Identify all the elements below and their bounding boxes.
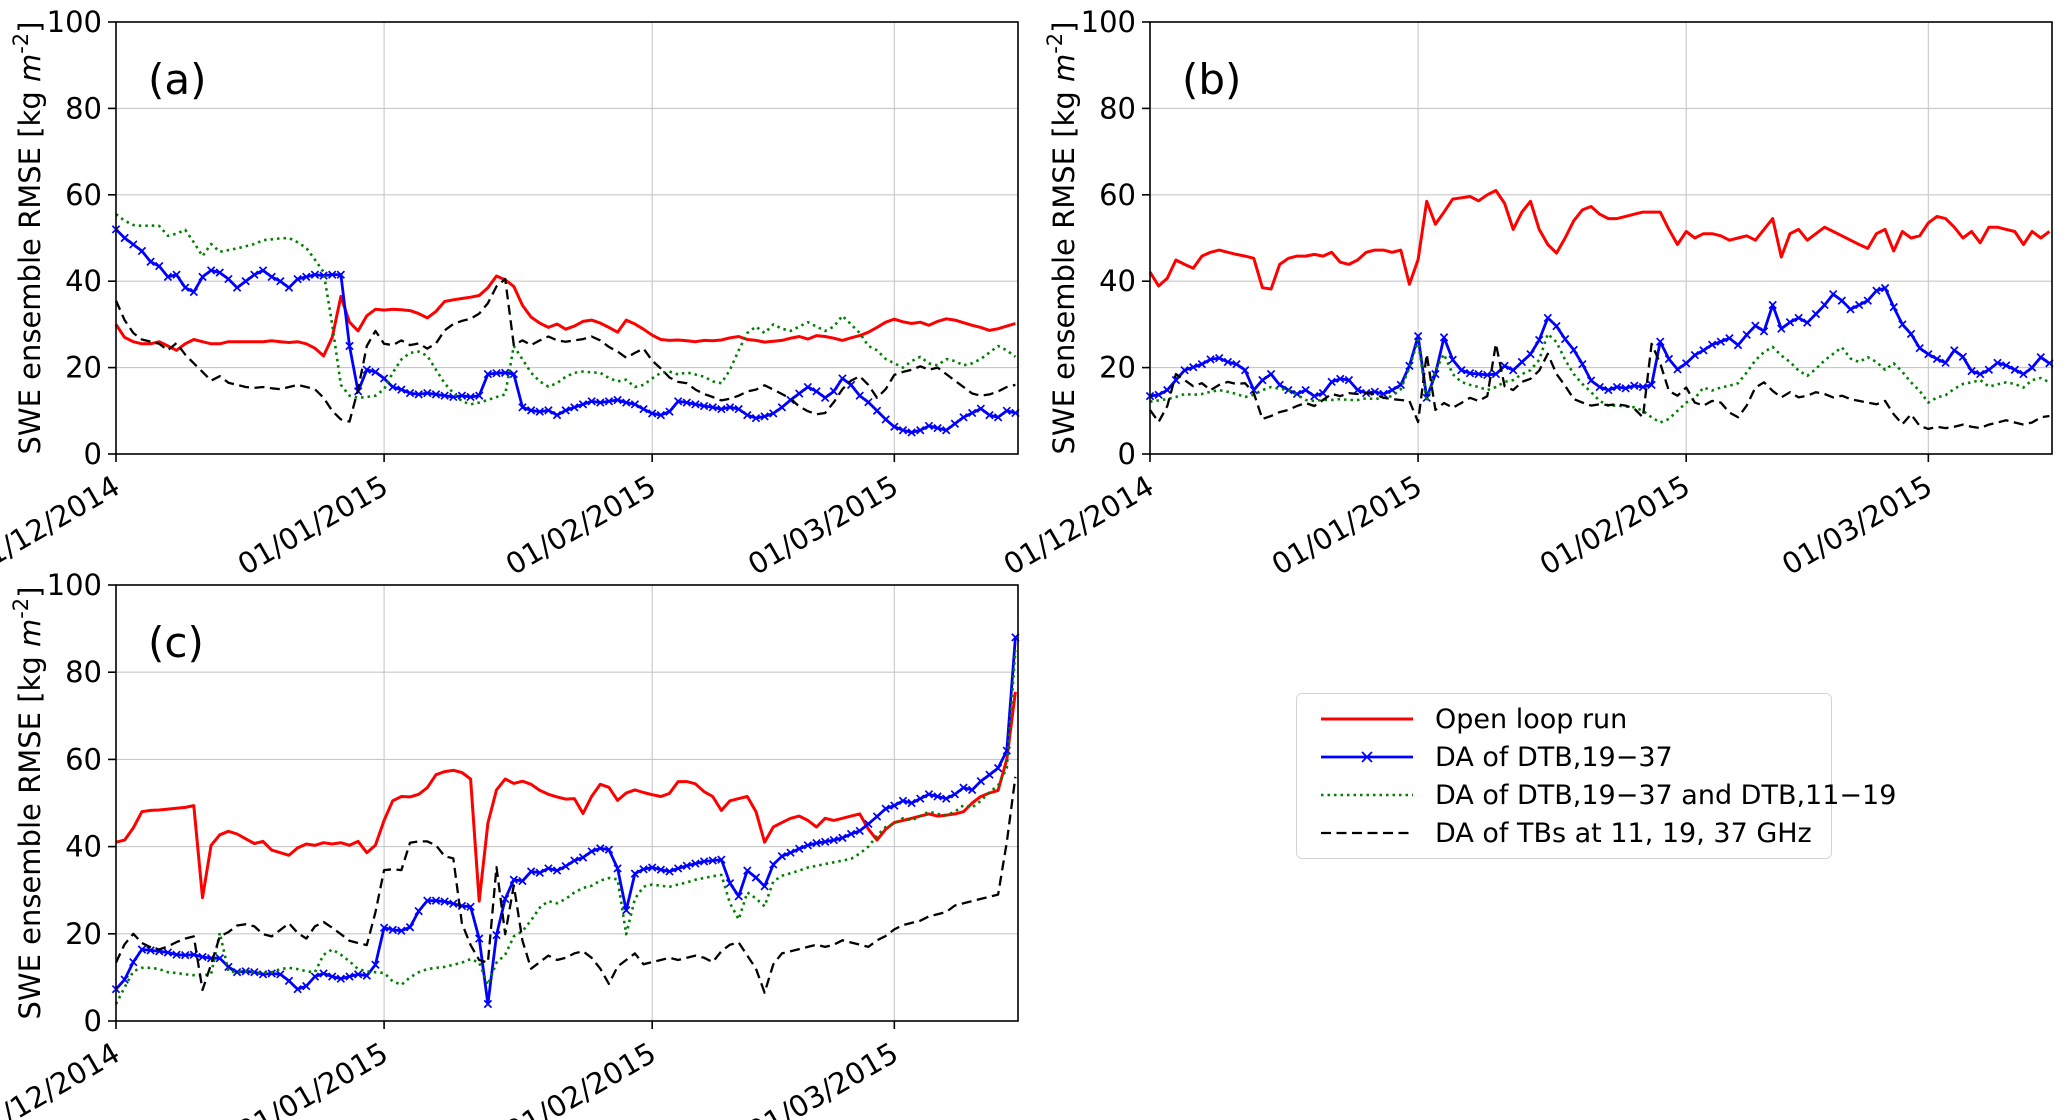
series-line-open_loop (115, 691, 1017, 903)
y-axis-label: SWE ensemble RMSE [kg m-2] (1043, 22, 1081, 455)
y-tick-label: 60 (65, 742, 102, 776)
y-tick-label: 60 (1099, 178, 1136, 212)
legend-label: Open loop run (1435, 703, 1628, 735)
panel-letter: (b) (1182, 55, 1241, 104)
x-tick-label: 01/12/2014 (998, 469, 1160, 582)
y-tick-label: 20 (1099, 351, 1136, 385)
series-line-open_loop (1148, 189, 2051, 291)
series-markers-da_dtb_19_37 (111, 633, 1020, 1009)
series-markers-da_dtb_19_37 (111, 225, 1020, 437)
y-tick-label: 40 (1099, 264, 1136, 298)
x-tick-label: 01/12/2014 (0, 469, 126, 582)
series-line-da_tbs (114, 277, 1016, 423)
legend-label: DA of DTB,19−37 (1435, 741, 1673, 773)
legend-item-open-loop: Open loop run (1319, 706, 1831, 733)
panel-a: 0 20 40 60 80 100 01/12/2014 01/01/2015 01/02/20… (0, 5, 1020, 582)
black-dashed-line-icon (1321, 831, 1413, 835)
x-tick-label: 01/03/2015 (742, 469, 904, 582)
y-tick-label: 0 (84, 1004, 102, 1038)
legend-label: DA of TBs at 11, 19, 37 GHz (1435, 817, 1812, 849)
x-tick-label: 01/01/2015 (1266, 469, 1428, 582)
legend-label: DA of DTB,19−37 and DTB,11−19 (1435, 779, 1897, 811)
series-line-da_tbs (114, 776, 1017, 994)
y-tick-label: 80 (1099, 91, 1136, 125)
y-tick-label: 80 (65, 91, 102, 125)
plot-frame (115, 584, 1019, 1022)
series-line-da_dtb_19_37 (115, 228, 1016, 434)
y-tick-label: 80 (65, 655, 102, 689)
series-line-da_dtb_both (114, 650, 1017, 1005)
y-axis-label: SWE ensemble RMSE [kg m-2] (9, 587, 47, 1020)
x-tick-label: 01/01/2015 (232, 1036, 394, 1120)
x-tick-label: 01/02/2015 (500, 1036, 662, 1120)
series-line-da_dtb_19_37 (1149, 286, 2051, 400)
panel-letter: (c) (148, 618, 204, 667)
panel-letter: (a) (148, 55, 207, 104)
legend-item-da-dtb-both: DA of DTB,19−37 and DTB,11−19 (1319, 782, 1896, 809)
y-tick-label: 100 (1081, 5, 1136, 39)
grid (116, 21, 1018, 454)
x-tick-label: 01/02/2015 (1534, 469, 1696, 582)
y-tick-label: 20 (65, 351, 102, 385)
x-tick-label: 01/01/2015 (232, 469, 394, 582)
y-tick-label: 100 (47, 5, 102, 39)
y-tick-label: 100 (47, 568, 102, 602)
y-tick-label: 40 (65, 830, 102, 864)
series-line-da_tbs (1149, 342, 2050, 431)
series-line-da_dtb_both (1149, 332, 2050, 424)
y-tick-label: 60 (65, 178, 102, 212)
legend-item-da-tbs: DA of TBs at 11, 19, 37 GHz (1319, 820, 1831, 847)
y-tick-label: 40 (65, 264, 102, 298)
legend-x-marker (1361, 751, 1373, 763)
x-tick-label: 01/02/2015 (500, 469, 662, 582)
panel-c: 0 20 40 60 80 100 01/12/2014 01/01/2015 01/02/20… (0, 568, 1020, 1120)
plot-frame (1149, 21, 2053, 455)
y-tick-label: 0 (84, 437, 102, 471)
x-tick-label: 01/12/2014 (0, 1036, 126, 1120)
y-axis-label: SWE ensemble RMSE [kg m-2] (9, 22, 47, 455)
x-tick-label: 01/03/2015 (742, 1036, 904, 1120)
y-tick-label: 20 (65, 917, 102, 951)
series-line-da_dtb_19_37 (114, 637, 1017, 1006)
y-tick-label: 0 (1118, 437, 1136, 471)
x-tick-label: 01/03/2015 (1776, 469, 1938, 582)
legend-item-da-dtb-19-37: DA of DTB,19−37 (1319, 744, 1831, 771)
blue-x-line-icon (1321, 751, 1413, 763)
series-line-open_loop (114, 274, 1016, 358)
panel-b: 0 20 40 60 80 100 01/12/2014 01/01/2015 01/02/20… (998, 5, 2054, 582)
green-dotted-line-icon (1321, 793, 1413, 797)
series-line-da_dtb_both (115, 213, 1017, 406)
grid (116, 584, 1018, 1021)
legend: Open loop run DA of DTB,19−37 DA of DTB,… (1296, 693, 1896, 859)
open-loop-line-icon (1321, 717, 1413, 721)
plot-frame (115, 21, 1019, 455)
